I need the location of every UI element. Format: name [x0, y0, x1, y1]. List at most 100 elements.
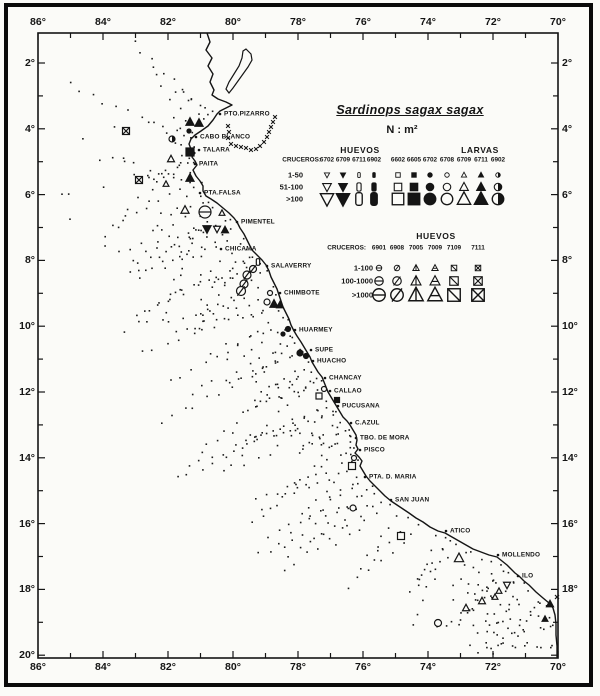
legend-bottom-symbols [372, 263, 485, 302]
legend-bottom-cruceros-label: CRUCEROS: [327, 244, 366, 252]
city-label-pto-pizarro: PTO.PIZARRO [224, 110, 270, 118]
axis-label-right: 6° [562, 188, 573, 201]
axis-label-left: 12° [19, 386, 35, 398]
cruise-number: 6708 [439, 156, 455, 164]
axis-label-right: 16° [562, 517, 578, 530]
coastline [188, 32, 558, 658]
axis-label-right: 14° [562, 451, 578, 464]
city-label-callao: CALLAO [334, 387, 362, 395]
city-label-supe: SUPE [315, 346, 334, 354]
cruise-number: 6602 [390, 156, 406, 164]
axis-label-top: 86° [30, 16, 46, 28]
cruise-track-marks [225, 114, 278, 153]
axis-label-bottom: 72° [485, 661, 501, 673]
axis-label-bottom: 82° [160, 661, 176, 673]
city-label-talara: TALARA [203, 146, 230, 154]
legend-bottom-huevos-header: HUEVOS [416, 231, 456, 241]
cruise-number: 6709 [335, 156, 351, 164]
city-label-chicama: CHICAMA [225, 245, 257, 253]
cruise-number: 6605 [406, 156, 422, 164]
axis-label-right: 4° [562, 122, 573, 135]
legend-top-huevos-header: HUEVOS [340, 145, 380, 155]
plot-frame [37, 32, 559, 659]
city-label-chimbote: CHIMBOTE [284, 289, 320, 297]
cruise-number: 6908 [389, 244, 405, 252]
legend-bottom-row-label: 100-1000 [341, 276, 373, 286]
axis-label-bottom: 78° [290, 661, 306, 673]
axis-label-top: 80° [225, 16, 241, 28]
city-label-cabo-blanco: CABO BLANCO [200, 133, 251, 141]
axis-label-top: 70° [550, 16, 566, 28]
city-label-pta-falsa: PTA.FALSA [204, 189, 241, 197]
map-symbols [121, 116, 560, 628]
axis-label-top: 78° [290, 16, 306, 28]
cruise-number: 6702 [319, 156, 335, 164]
axis-label-right: 8° [562, 254, 573, 267]
axis-label-left: 18° [19, 583, 35, 596]
cruise-number: 7005 [408, 244, 424, 252]
axis-label-bottom: 76° [355, 661, 371, 673]
cruise-number: 6902 [490, 156, 506, 164]
axis-label-left: 6° [24, 188, 35, 201]
axis-label-left: 8° [24, 254, 35, 267]
legend-top-row-label: >100 [286, 194, 303, 204]
city-dots [193, 112, 520, 578]
city-label-san-juan: SAN JUAN [395, 496, 430, 504]
figure-title: Sardinops sagax sagax [336, 103, 484, 117]
axis-label-bottom: 74° [420, 661, 436, 673]
legend-top-cruceros-label: CRUCEROS: [282, 156, 321, 164]
city-label-atico: ATICO [450, 527, 471, 535]
cruise-number: 6711 [474, 156, 488, 164]
city-label-pisco: PISCO [364, 446, 385, 454]
cruise-number: 6702 [422, 156, 438, 164]
city-label-pimentel: PIMENTEL [241, 218, 275, 226]
axis-label-top: 72° [485, 16, 501, 28]
axis-label-right: 12° [562, 386, 578, 398]
axis-label-right: 10° [562, 320, 578, 333]
cruise-number: 7009 [427, 244, 443, 252]
legend-bottom-row-label: 1-100 [353, 263, 373, 273]
legend-top-larvas-header: LARVAS [461, 145, 499, 155]
city-label-pucusana: PUCUSANA [342, 402, 380, 410]
axis-label-left: 2° [24, 57, 35, 69]
axis-label-right: 18° [562, 583, 578, 596]
cruise-number: 6711 [352, 156, 366, 164]
city-label-pta-d-maria: PTA. D. MARIA [369, 473, 417, 481]
city-label-mollendo: MOLLENDO [502, 551, 541, 559]
units-label: N : m² [386, 124, 418, 136]
cruise-number: 6709 [456, 156, 472, 164]
axis-label-bottom: 70° [550, 661, 566, 673]
axis-label-left: 14° [19, 451, 35, 464]
city-label-c-azul: C.AZUL [355, 419, 380, 427]
legend-top-row-label: 1-50 [287, 170, 303, 180]
island-puna [225, 48, 253, 94]
cruise-number: 6901 [371, 244, 387, 252]
axis-label-left: 16° [19, 517, 35, 530]
axis-label-right: 2° [562, 57, 573, 69]
city-label-tbo-de-mora: TBO. DE MORA [360, 434, 410, 442]
axis-label-left: 4° [24, 122, 35, 135]
axis-label-top: 82° [160, 16, 176, 28]
axis-label-top: 84° [95, 16, 111, 28]
city-label-huarmey: HUARMEY [299, 326, 333, 334]
cruise-number: 7109 [446, 244, 462, 252]
axis-label-bottom: 86° [30, 661, 46, 673]
axis-label-left: 10° [19, 320, 35, 333]
axis-label-left: 20° [19, 649, 35, 662]
axis-label-top: 76° [355, 16, 371, 28]
city-label-salaverry: SALAVERRY [271, 262, 312, 270]
city-label-ilo: ILO [522, 572, 534, 580]
cruise-number: 6902 [366, 156, 382, 164]
legend-top-row-label: 51-100 [279, 182, 303, 192]
legend-top-symbols [319, 171, 505, 208]
city-label-huacho: HUACHO [317, 357, 347, 365]
axis-label-top: 74° [420, 16, 436, 28]
axis-label-bottom: 80° [225, 661, 241, 673]
cruise-number: 7111 [471, 244, 485, 252]
city-label-paita: PAITA [199, 160, 219, 168]
axis-label-bottom: 84° [95, 661, 111, 673]
legend-bottom-row-label: >1000 [351, 290, 373, 300]
city-label-chancay: CHANCAY [329, 374, 362, 382]
